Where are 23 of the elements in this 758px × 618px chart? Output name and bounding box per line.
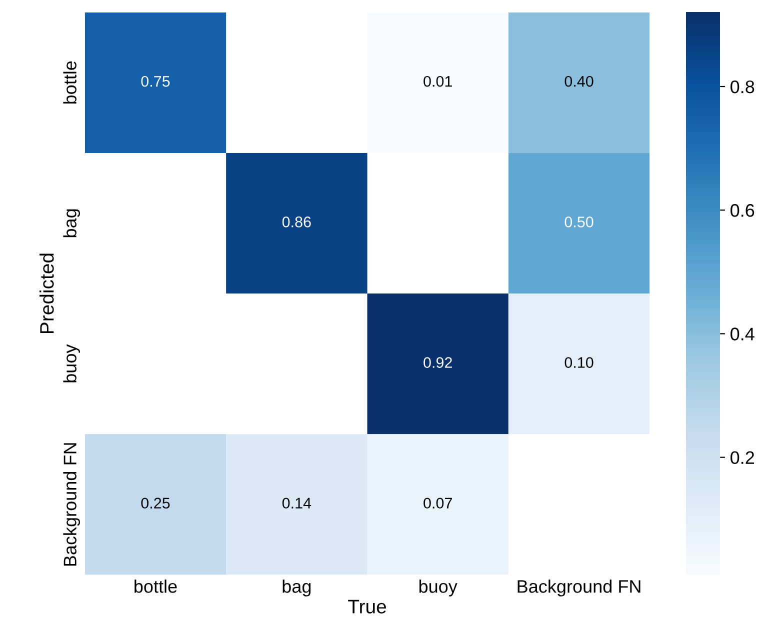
data-label: 0.50 <box>564 216 594 228</box>
data-label: 0.40 <box>564 76 594 87</box>
x-tick-label: bag <box>282 580 311 596</box>
y-tick-label: bag <box>63 209 80 238</box>
x-axis-title: True <box>348 600 386 614</box>
data-label: 0.14 <box>282 498 312 509</box>
color-bar-label: 0.4 <box>730 328 754 340</box>
color-bar-label: 0.2 <box>730 451 754 464</box>
data-label: 0.92 <box>424 357 452 368</box>
data-label: 0.86 <box>282 216 311 228</box>
data-label: 0.25 <box>141 498 170 509</box>
x-tick-label: Background FN <box>518 580 640 596</box>
y-tick-label: bottle <box>63 61 76 104</box>
y-tick-label: buoy <box>63 344 80 382</box>
y-axis-title: Predicted <box>40 254 54 334</box>
data-label: 0.07 <box>424 498 452 509</box>
x-tick-label: buoy <box>419 580 458 596</box>
color-bar-label: 0.6 <box>730 204 754 217</box>
data-label: 0.10 <box>564 357 594 368</box>
x-tick-label: bottle <box>134 580 177 593</box>
data-label: 0.01 <box>424 76 452 87</box>
color-bar-label: 0.8 <box>730 80 754 94</box>
data-label: 0.75 <box>141 76 170 87</box>
